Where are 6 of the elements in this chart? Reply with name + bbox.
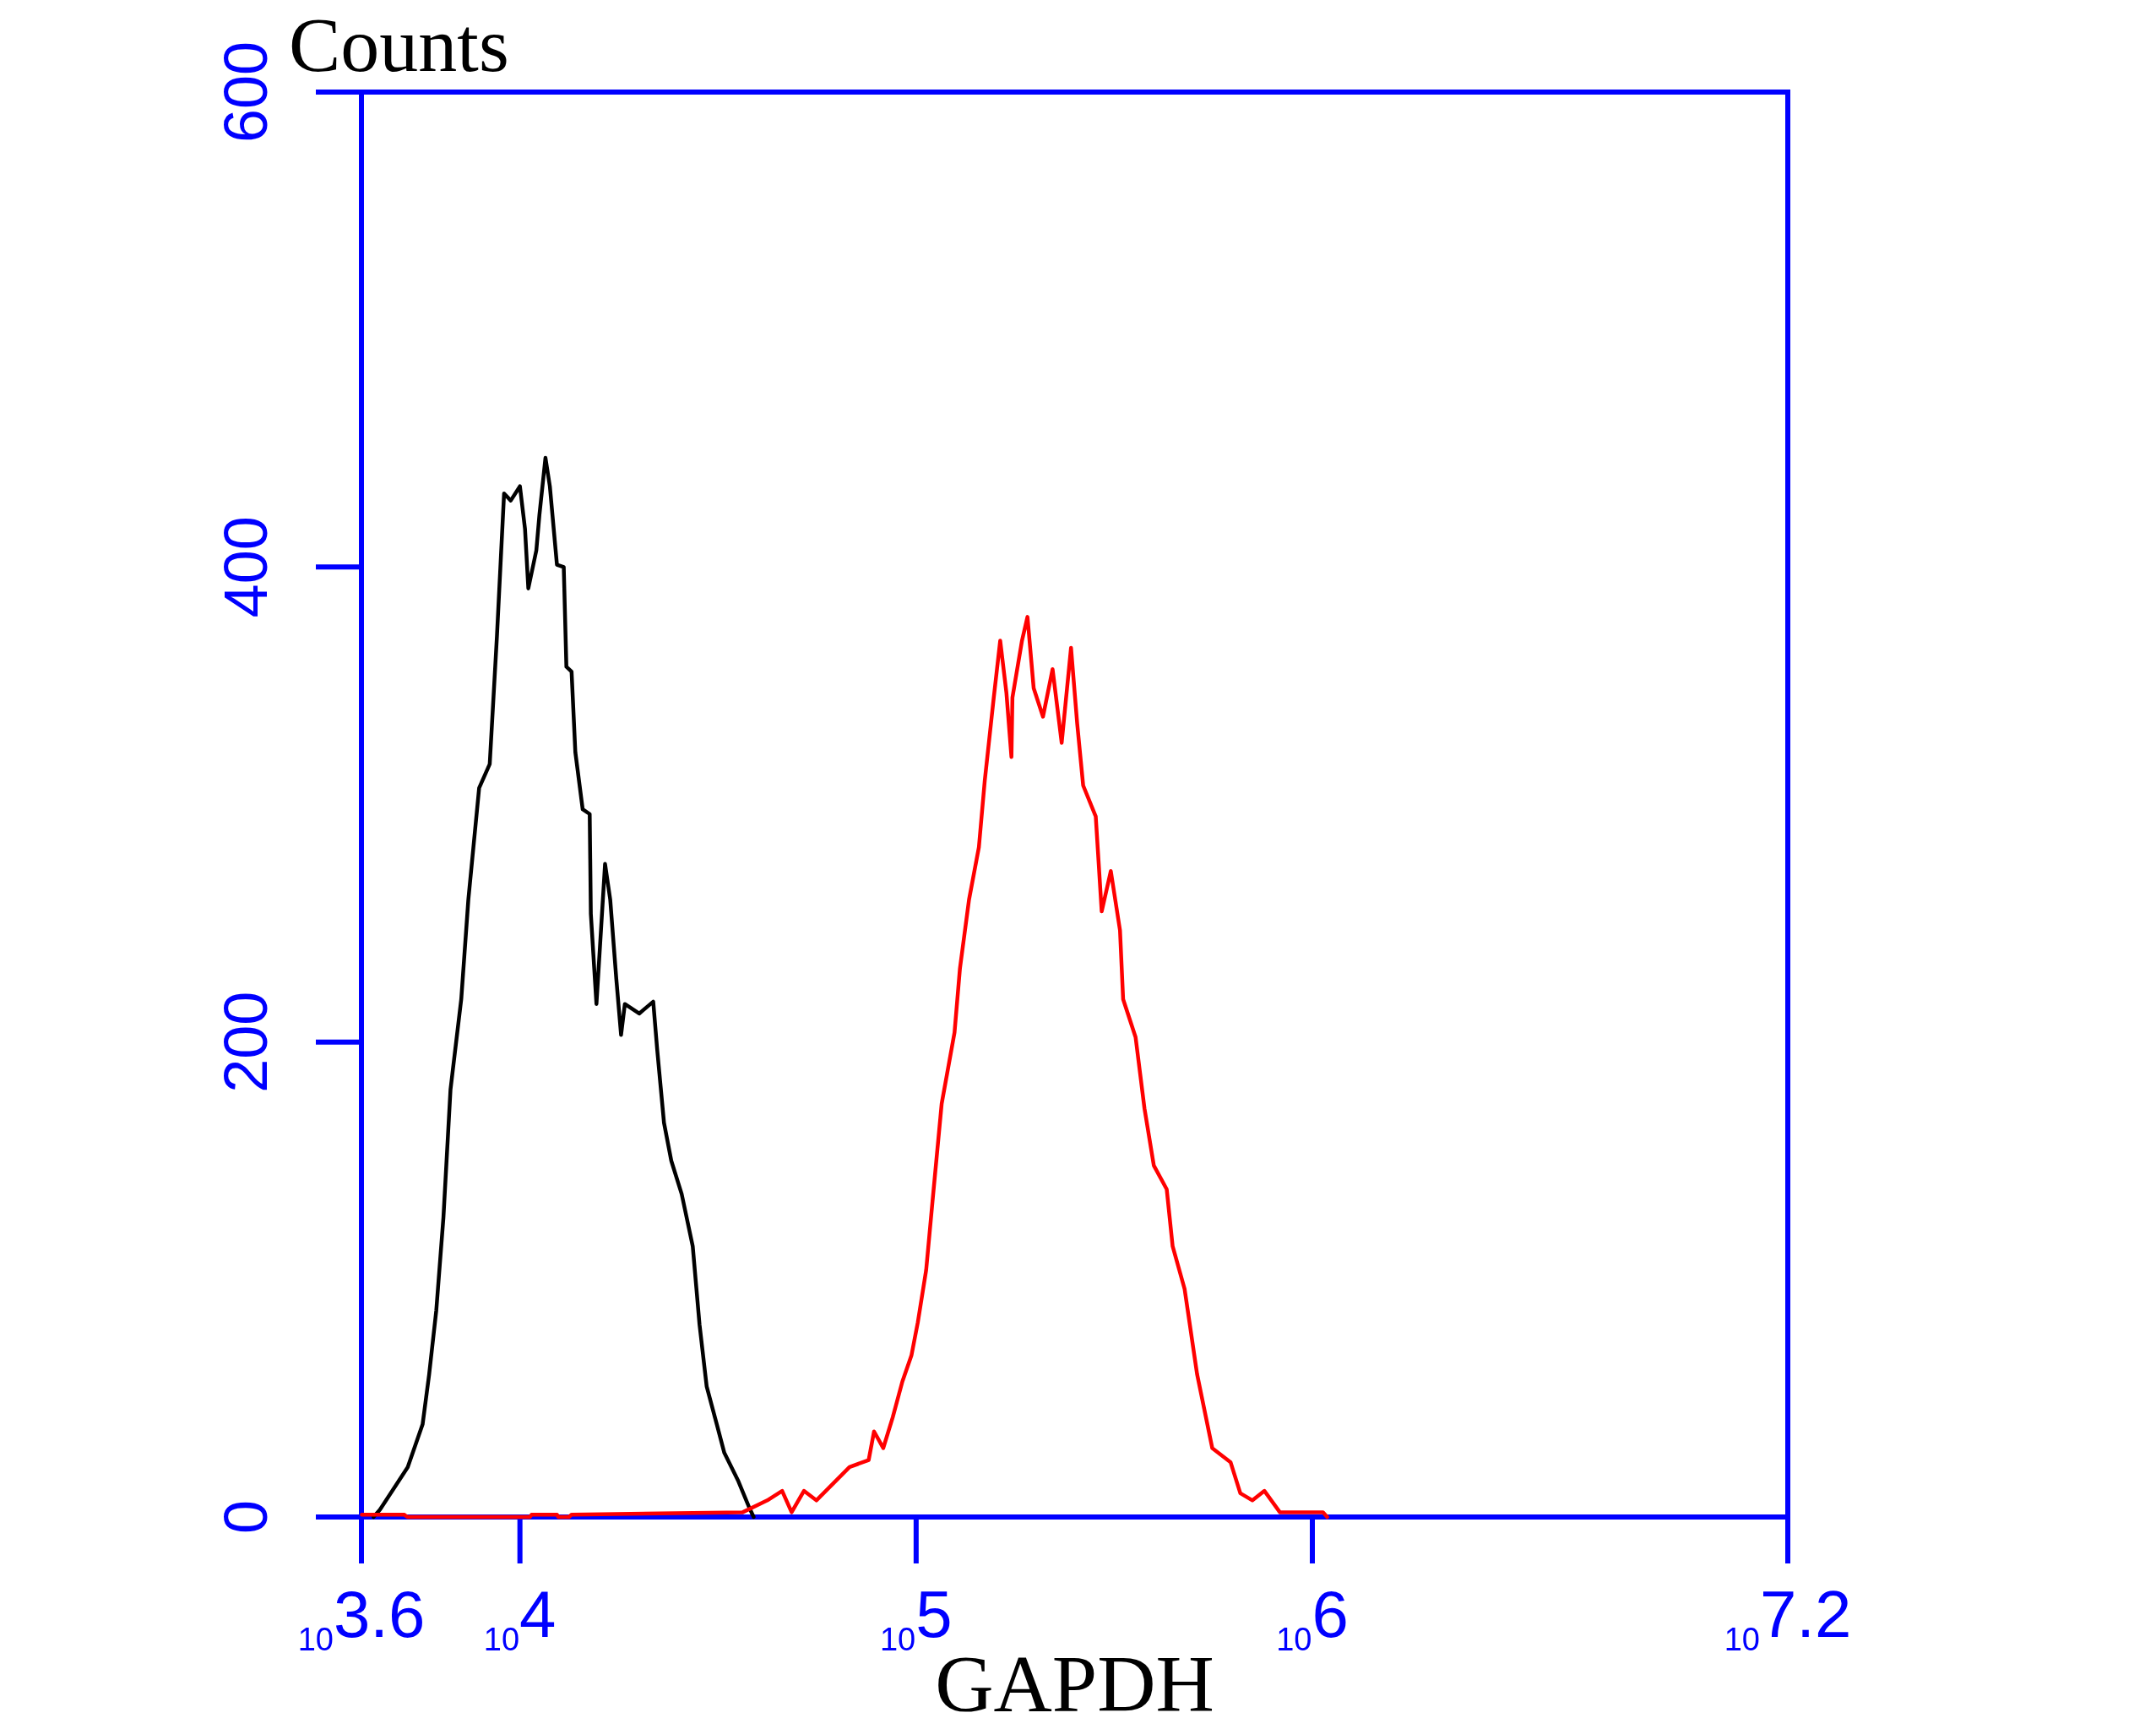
y-axis-title: Counts [289,2,509,88]
x-axis-title: GAPDH [935,1639,1214,1729]
y-tick-label: 400 [212,516,280,618]
y-tick-label: 600 [212,41,280,144]
y-tick-label: 200 [212,991,280,1093]
y-tick-label: 0 [212,1499,280,1535]
